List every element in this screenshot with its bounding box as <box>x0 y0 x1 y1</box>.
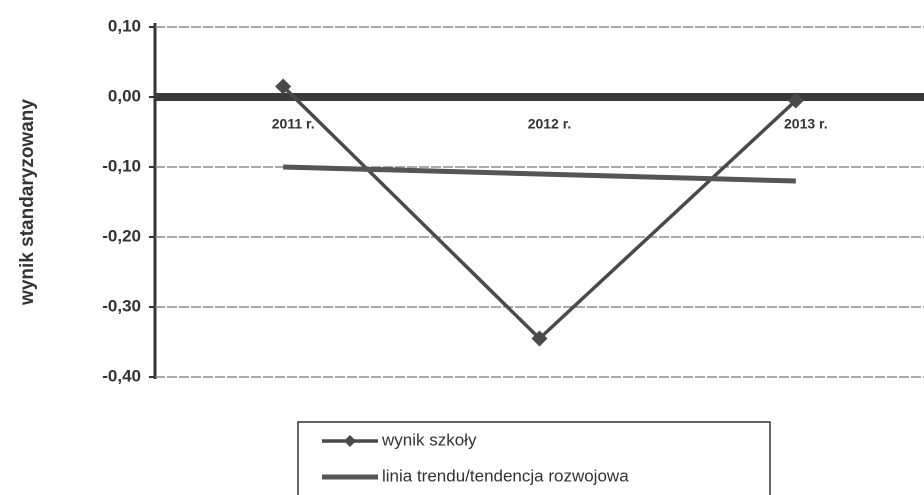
y-tick-label: -0,10 <box>102 156 141 175</box>
y-tick-label: -0,30 <box>102 296 141 315</box>
legend-label: linia trendu/tendencja rozwojowa <box>382 466 629 485</box>
x-tick-label: 2012 r. <box>528 116 572 132</box>
legend-box <box>297 421 771 495</box>
y-tick-label: 0,00 <box>108 86 141 105</box>
legend-label: wynik szkoły <box>381 430 477 449</box>
marker <box>531 330 548 347</box>
series-line <box>283 164 796 184</box>
y-axis-label: wynik standaryzowany <box>17 99 38 306</box>
y-tick-label: 0,10 <box>108 16 141 35</box>
marker <box>275 78 292 95</box>
x-tick-label: 2011 r. <box>272 116 315 132</box>
y-tick-label: -0,40 <box>102 366 141 385</box>
marker <box>787 92 804 109</box>
x-tick-label: 2013 r. <box>784 116 828 132</box>
legend-marker <box>344 435 356 447</box>
y-tick-label: -0,20 <box>102 226 141 245</box>
